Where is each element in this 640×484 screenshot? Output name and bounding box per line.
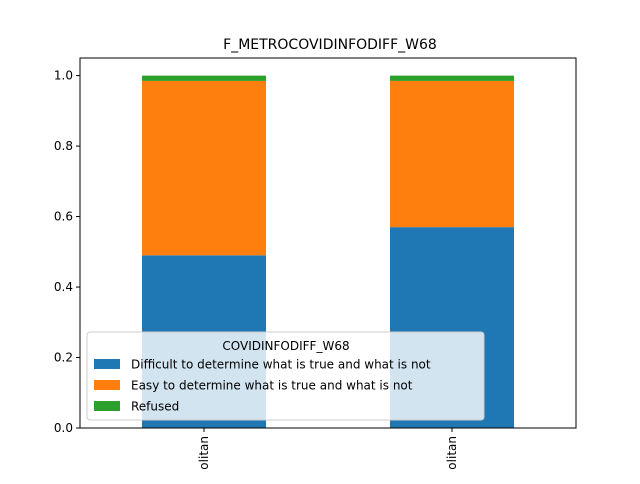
legend-title: COVIDINFODIFF_W68 (222, 339, 349, 353)
legend-swatch (94, 359, 120, 369)
y-tick-label: 1.0 (54, 69, 73, 83)
bar-segment-3-category-1 (142, 75, 266, 81)
y-tick-label: 0.4 (54, 280, 73, 294)
chart-title: F_METROCOVIDINFODIFF_W68 (223, 37, 437, 53)
legend-entries: Difficult to determine what is true and … (94, 358, 431, 414)
legend: COVIDINFODIFF_W68 Difficult to determine… (86, 331, 485, 421)
x-tick-label: olitan (197, 436, 211, 470)
bar-segment-2-category-2 (390, 80, 514, 228)
y-tick-label: 0.2 (54, 351, 73, 365)
legend-label: Difficult to determine what is true and … (131, 358, 431, 372)
x-axis: olitan olitan (197, 428, 459, 470)
y-tick-label: 0.8 (54, 139, 73, 153)
legend-box (86, 331, 485, 421)
x-tick-label: olitan (445, 436, 459, 470)
plot-frame (79, 57, 577, 429)
y-axis: 0.0 0.2 0.4 0.6 0.8 1.0 (54, 69, 80, 435)
legend-label: Easy to determine what is true and what … (131, 379, 413, 393)
legend-swatch (94, 401, 120, 411)
bar-segment-3-category-2 (390, 75, 514, 81)
bar-segment-2-category-1 (142, 80, 266, 256)
y-tick-label: 0.6 (54, 210, 73, 224)
legend-swatch (94, 380, 120, 390)
bars-group (142, 75, 514, 428)
y-tick-label: 0.0 (54, 421, 73, 435)
legend-label: Refused (131, 400, 179, 414)
